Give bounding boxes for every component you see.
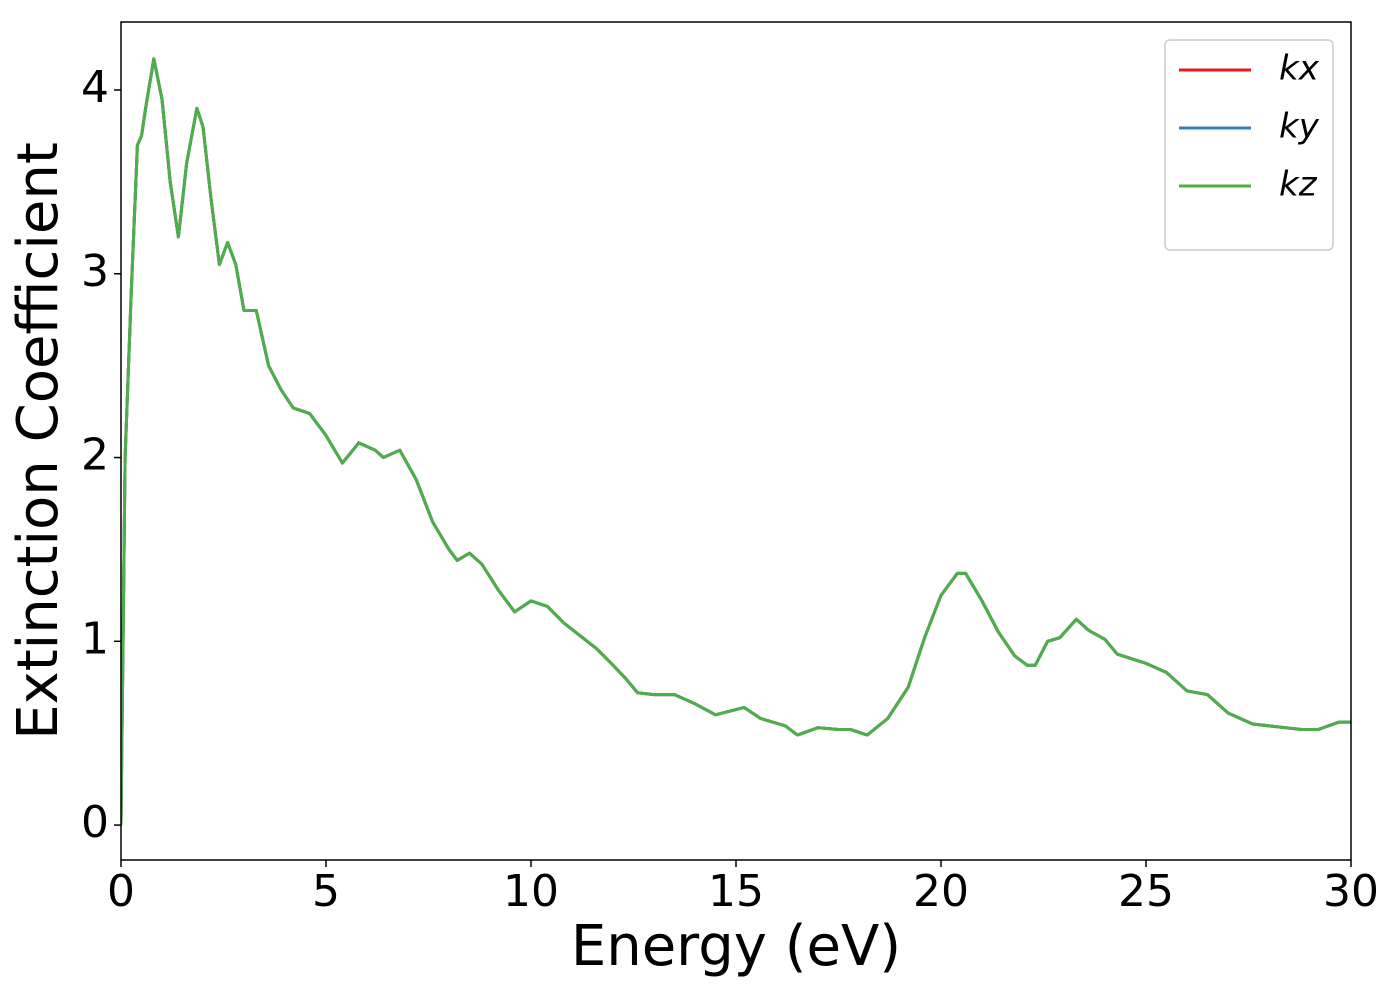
y-tick-label: 1 xyxy=(81,613,109,664)
x-axis-label: Energy (eV) xyxy=(571,914,901,979)
y-tick-label: 4 xyxy=(81,62,109,113)
y-axis-label: Extinction Coefficient xyxy=(6,142,71,740)
legend-label: kz xyxy=(1279,165,1318,205)
x-tick-label: 25 xyxy=(1118,866,1174,917)
x-tick-label: 10 xyxy=(503,866,559,917)
x-tick-label: 20 xyxy=(913,866,969,917)
x-tick-label: 0 xyxy=(107,866,135,917)
x-tick-label: 30 xyxy=(1323,866,1379,917)
y-tick-label: 2 xyxy=(81,430,109,481)
x-tick-label: 5 xyxy=(312,866,340,917)
y-tick-label: 0 xyxy=(81,797,109,848)
y-tick-label: 3 xyxy=(81,246,109,297)
legend-label: kx xyxy=(1279,49,1320,89)
legend-label: ky xyxy=(1279,107,1320,147)
plot-frame xyxy=(120,21,1352,861)
series-line xyxy=(121,57,1351,826)
legend-box xyxy=(1164,39,1334,251)
x-tick-label: 15 xyxy=(708,866,764,917)
